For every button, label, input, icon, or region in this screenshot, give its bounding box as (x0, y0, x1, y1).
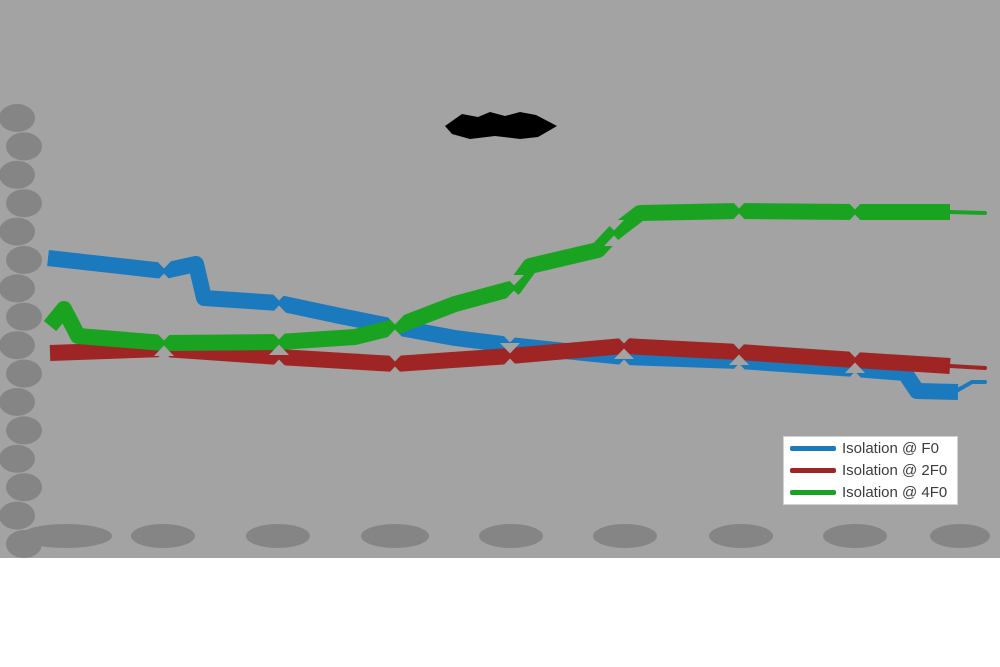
data-point-pinch-bottom (614, 359, 634, 370)
y-axis-label-blob (0, 217, 35, 246)
x-axis-label-blob (361, 524, 429, 548)
chart-legend: Isolation @ F0 Isolation @ 2F0 Isolation… (783, 436, 958, 505)
y-axis-label-blob (0, 104, 35, 132)
data-point-pinch-bottom (845, 362, 865, 373)
x-axis-label-blob (479, 524, 543, 548)
legend-line-swatch-2f0 (790, 468, 836, 473)
data-point-pinch-bottom (385, 366, 405, 377)
data-point-pinch-bottom (845, 214, 865, 225)
y-axis-label-blob (6, 302, 42, 331)
data-point-pinch-top (154, 258, 174, 269)
series-line-0-tip (956, 380, 987, 392)
y-axis-label-blob (6, 132, 42, 161)
legend-line-swatch-f0 (790, 446, 836, 451)
x-axis-label-blob (20, 524, 112, 548)
series-line-2-tip (948, 210, 987, 215)
series-line-0 (47, 250, 959, 400)
x-axis-label-blob (709, 524, 773, 548)
data-point-pinch-bottom (729, 363, 749, 374)
data-point-pinch-bottom (385, 329, 405, 340)
x-axis-label-blob (131, 524, 195, 548)
data-point-pinch-bottom (269, 305, 289, 316)
data-point-pinch-top (729, 198, 749, 209)
data-point-pinch-top (729, 339, 749, 350)
series-line-1-tip (948, 364, 987, 370)
y-axis-label-blob (0, 501, 35, 530)
data-point-pinch-bottom (729, 213, 749, 224)
data-point-pinch-top (845, 199, 865, 210)
y-axis-label-blob (0, 274, 35, 303)
legend-item-f0: Isolation @ F0 (790, 438, 951, 460)
legend-label-f0: Isolation @ F0 (842, 439, 939, 457)
data-point-pinch-top (614, 333, 634, 344)
y-axis-label-blob (0, 388, 35, 416)
data-point-pinch-bottom (269, 344, 289, 355)
series-line-1 (49, 338, 951, 374)
series-line-2 (43, 203, 950, 351)
x-axis-label-blob (246, 524, 310, 548)
data-point-pinch-top (269, 290, 289, 301)
data-point-pinch-top (604, 220, 624, 231)
y-axis-label-blob (6, 359, 42, 388)
y-axis-label-blob (6, 189, 42, 218)
data-point-pinch-top (154, 330, 174, 341)
legend-item-4f0: Isolation @ 4F0 (790, 482, 951, 504)
y-axis-label-blob (6, 416, 42, 445)
legend-label-2f0: Isolation @ 2F0 (842, 461, 948, 479)
data-point-pinch-bottom (154, 273, 174, 284)
x-axis-label-blob (593, 524, 657, 548)
data-point-pinch-top (845, 347, 865, 358)
data-point-pinch-bottom (154, 345, 174, 356)
data-point-pinch-bottom (729, 354, 749, 365)
data-point-pinch-top (385, 351, 405, 362)
legend-item-2f0: Isolation @ 2F0 (790, 460, 951, 482)
data-point-pinch-bottom (500, 358, 520, 369)
data-point-pinch-top (500, 343, 520, 354)
data-point-pinch-bottom (614, 348, 634, 359)
y-axis-label-blob (0, 160, 35, 189)
x-axis-label-blob (930, 524, 990, 548)
legend-label-4f0: Isolation @ 4F0 (842, 483, 948, 501)
data-point-pinch-bottom (604, 235, 624, 246)
data-point-pinch-top (500, 332, 520, 343)
data-point-pinch-bottom (504, 290, 524, 301)
data-point-pinch-top (269, 329, 289, 340)
data-point-pinch-bottom (154, 351, 174, 362)
y-axis-label-blob (6, 473, 42, 502)
y-axis-label-blob (0, 444, 35, 473)
data-point-pinch-bottom (269, 359, 289, 370)
x-axis-label-blob (823, 524, 887, 548)
y-axis-label-blob (0, 331, 35, 360)
chart-title-blob (445, 112, 557, 139)
data-point-pinch-top (504, 275, 524, 286)
data-point-pinch-bottom (845, 371, 865, 382)
y-axis-label-blob (6, 246, 42, 274)
legend-line-swatch-4f0 (790, 490, 836, 495)
data-point-pinch-top (385, 314, 405, 325)
